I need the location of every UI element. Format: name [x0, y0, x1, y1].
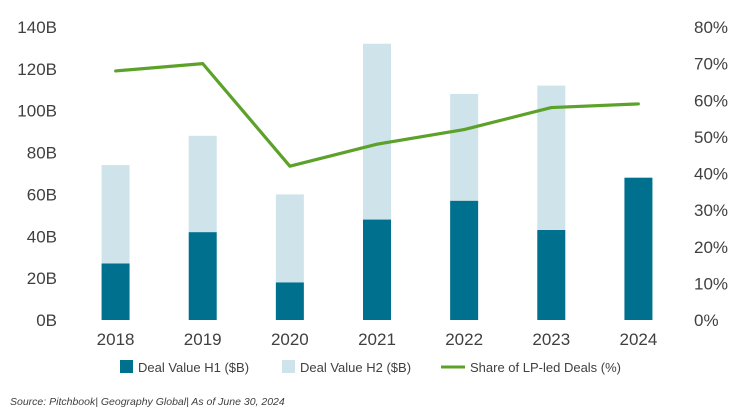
line-layer	[114, 62, 640, 168]
x-tick-label: 2018	[97, 330, 135, 349]
line-point-2022	[462, 128, 466, 132]
legend-swatch-h2	[282, 360, 295, 373]
bar-h2-2019	[188, 135, 217, 233]
bar-h1-2018	[101, 263, 130, 320]
y2-tick-label: 70%	[694, 55, 728, 74]
x-tick-label: 2021	[358, 330, 396, 349]
bar-h2-2020	[275, 194, 304, 283]
y2-tick-label: 50%	[694, 128, 728, 147]
y-axis-right: 0% 10% 20% 30% 40% 50% 60% 70% 80%	[694, 18, 728, 330]
legend-label-line: Share of LP-led Deals (%)	[470, 360, 621, 375]
y-tick-label: 40B	[27, 227, 57, 246]
bar-h1-2021	[363, 219, 391, 320]
x-tick-label: 2023	[532, 330, 570, 349]
y-tick-label: 80B	[27, 144, 57, 163]
y2-tick-label: 30%	[694, 201, 728, 220]
bar-h1-2024	[624, 177, 653, 320]
bar-h1-2023	[537, 230, 566, 320]
y-tick-label: 0B	[36, 311, 57, 330]
line-point-2019	[201, 62, 205, 66]
x-tick-label: 2019	[184, 330, 222, 349]
line-point-2021	[375, 142, 379, 146]
bars-layer	[101, 43, 653, 320]
y2-tick-label: 10%	[694, 274, 728, 293]
bar-h2-2022	[450, 93, 479, 201]
y2-tick-label: 60%	[694, 91, 728, 110]
bar-h2-2018	[101, 165, 130, 264]
y2-tick-label: 20%	[694, 238, 728, 257]
line-point-2020	[288, 164, 292, 168]
y-tick-label: 140B	[17, 18, 57, 37]
y-tick-label: 120B	[17, 60, 57, 79]
bar-h1-2019	[188, 232, 217, 320]
legend-swatch-h1	[120, 360, 133, 373]
x-tick-label: 2024	[620, 330, 658, 349]
y2-tick-label: 40%	[694, 165, 728, 184]
y-axis-left: 0B 20B 40B 60B 80B 100B 120B 140B	[17, 18, 57, 330]
y2-tick-label: 0%	[694, 311, 719, 330]
line-point-2023	[549, 106, 553, 110]
x-axis: 2018 2019 2020 2021 2022 2023 2024	[97, 330, 658, 349]
y-tick-label: 100B	[17, 102, 57, 121]
y-tick-label: 60B	[27, 185, 57, 204]
x-tick-label: 2022	[445, 330, 483, 349]
bar-h1-2020	[275, 282, 304, 320]
bar-h1-2022	[450, 200, 479, 320]
y-tick-label: 20B	[27, 269, 57, 288]
line-point-2018	[114, 69, 118, 73]
bar-h2-2021	[363, 43, 391, 220]
legend: Deal Value H1 ($B) Deal Value H2 ($B) Shar…	[120, 360, 621, 375]
legend-label-h1: Deal Value H1 ($B)	[138, 360, 249, 375]
x-tick-label: 2020	[271, 330, 309, 349]
source-note: Source: Pitchbook| Geography Global| As …	[10, 396, 285, 408]
line-point-2024	[636, 102, 640, 106]
y2-tick-label: 80%	[694, 18, 728, 37]
legend-label-h2: Deal Value H2 ($B)	[300, 360, 411, 375]
